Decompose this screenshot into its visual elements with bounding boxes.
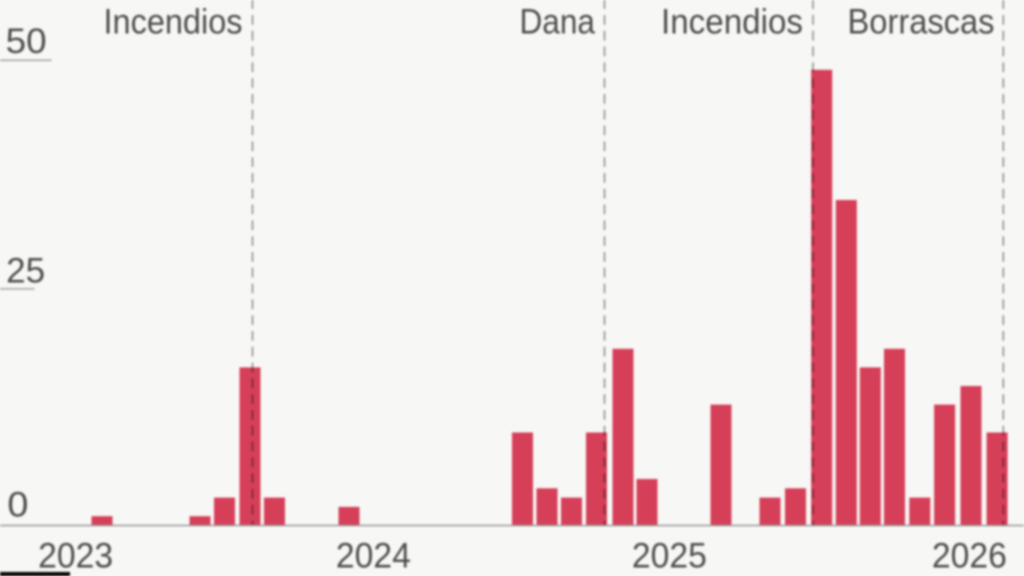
- svg-text:2026: 2026: [932, 537, 1007, 576]
- svg-text:25: 25: [6, 252, 45, 291]
- svg-text:0: 0: [7, 485, 28, 524]
- svg-text:50: 50: [6, 22, 47, 61]
- svg-text:2023: 2023: [38, 537, 113, 576]
- svg-text:Incendios: Incendios: [104, 3, 243, 42]
- svg-text:Borrascas: Borrascas: [848, 3, 995, 42]
- svg-text:Dana: Dana: [520, 3, 596, 42]
- svg-text:Incendios: Incendios: [661, 3, 803, 42]
- svg-text:2025: 2025: [632, 537, 707, 576]
- svg-text:2024: 2024: [336, 537, 411, 576]
